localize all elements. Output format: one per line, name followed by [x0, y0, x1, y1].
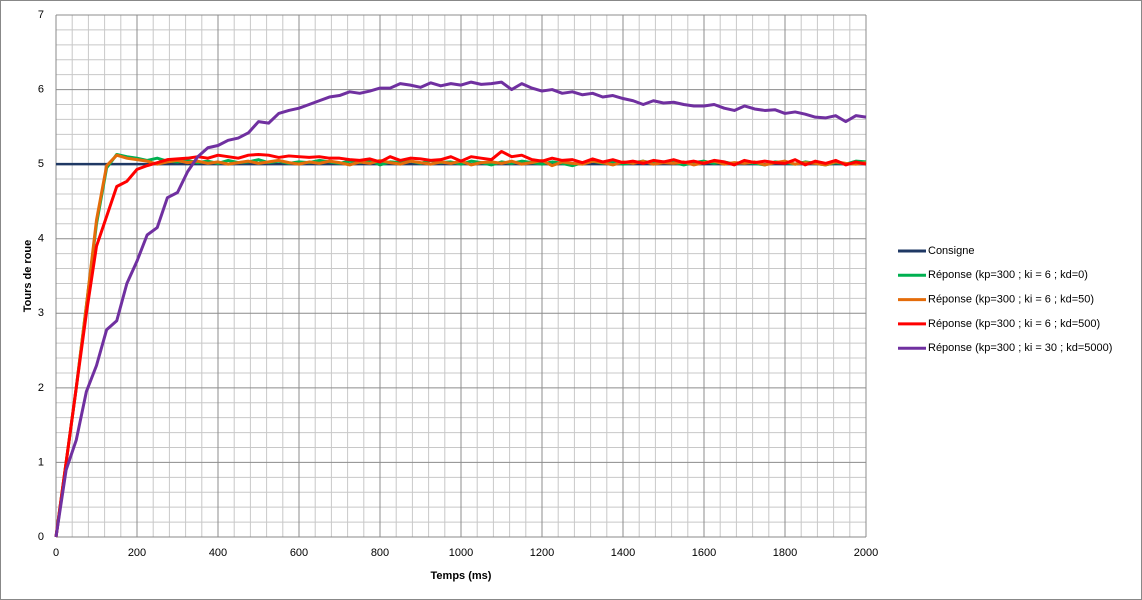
y-tick-label: 5	[38, 158, 44, 170]
x-axis-title: Temps (ms)	[431, 570, 492, 582]
x-tick-label: 400	[209, 547, 227, 559]
legend-label: Réponse (kp=300 ; ki = 6 ; kd=50)	[928, 294, 1094, 306]
series-line	[54, 80, 867, 538]
x-tick-label: 2000	[854, 547, 878, 559]
legend-label: Consigne	[928, 245, 974, 257]
x-tick-label: 0	[53, 547, 59, 559]
x-tick-label: 1800	[773, 547, 797, 559]
x-tick-label: 1400	[611, 547, 635, 559]
legend-label: Réponse (kp=300 ; ki = 6 ; kd=0)	[928, 269, 1088, 281]
legend-label: Réponse (kp=300 ; ki = 6 ; kd=500)	[928, 318, 1100, 330]
y-tick-label: 3	[38, 307, 44, 319]
y-axis-title: Tours de roue	[22, 240, 34, 313]
y-tick-label: 0	[38, 531, 44, 543]
legend-label: Réponse (kp=300 ; ki = 30 ; kd=5000)	[928, 342, 1112, 354]
y-tick-label: 2	[38, 382, 44, 394]
x-tick-label: 200	[128, 547, 146, 559]
y-tick-label: 4	[38, 233, 44, 245]
x-tick-label: 800	[371, 547, 389, 559]
x-tick-label: 1600	[692, 547, 716, 559]
y-tick-label: 6	[38, 83, 44, 95]
series-line	[54, 149, 867, 538]
x-tick-label: 1000	[449, 547, 473, 559]
x-tick-label: 1200	[530, 547, 554, 559]
y-tick-label: 7	[38, 9, 44, 21]
y-tick-label: 1	[38, 456, 44, 468]
x-tick-label: 600	[290, 547, 308, 559]
